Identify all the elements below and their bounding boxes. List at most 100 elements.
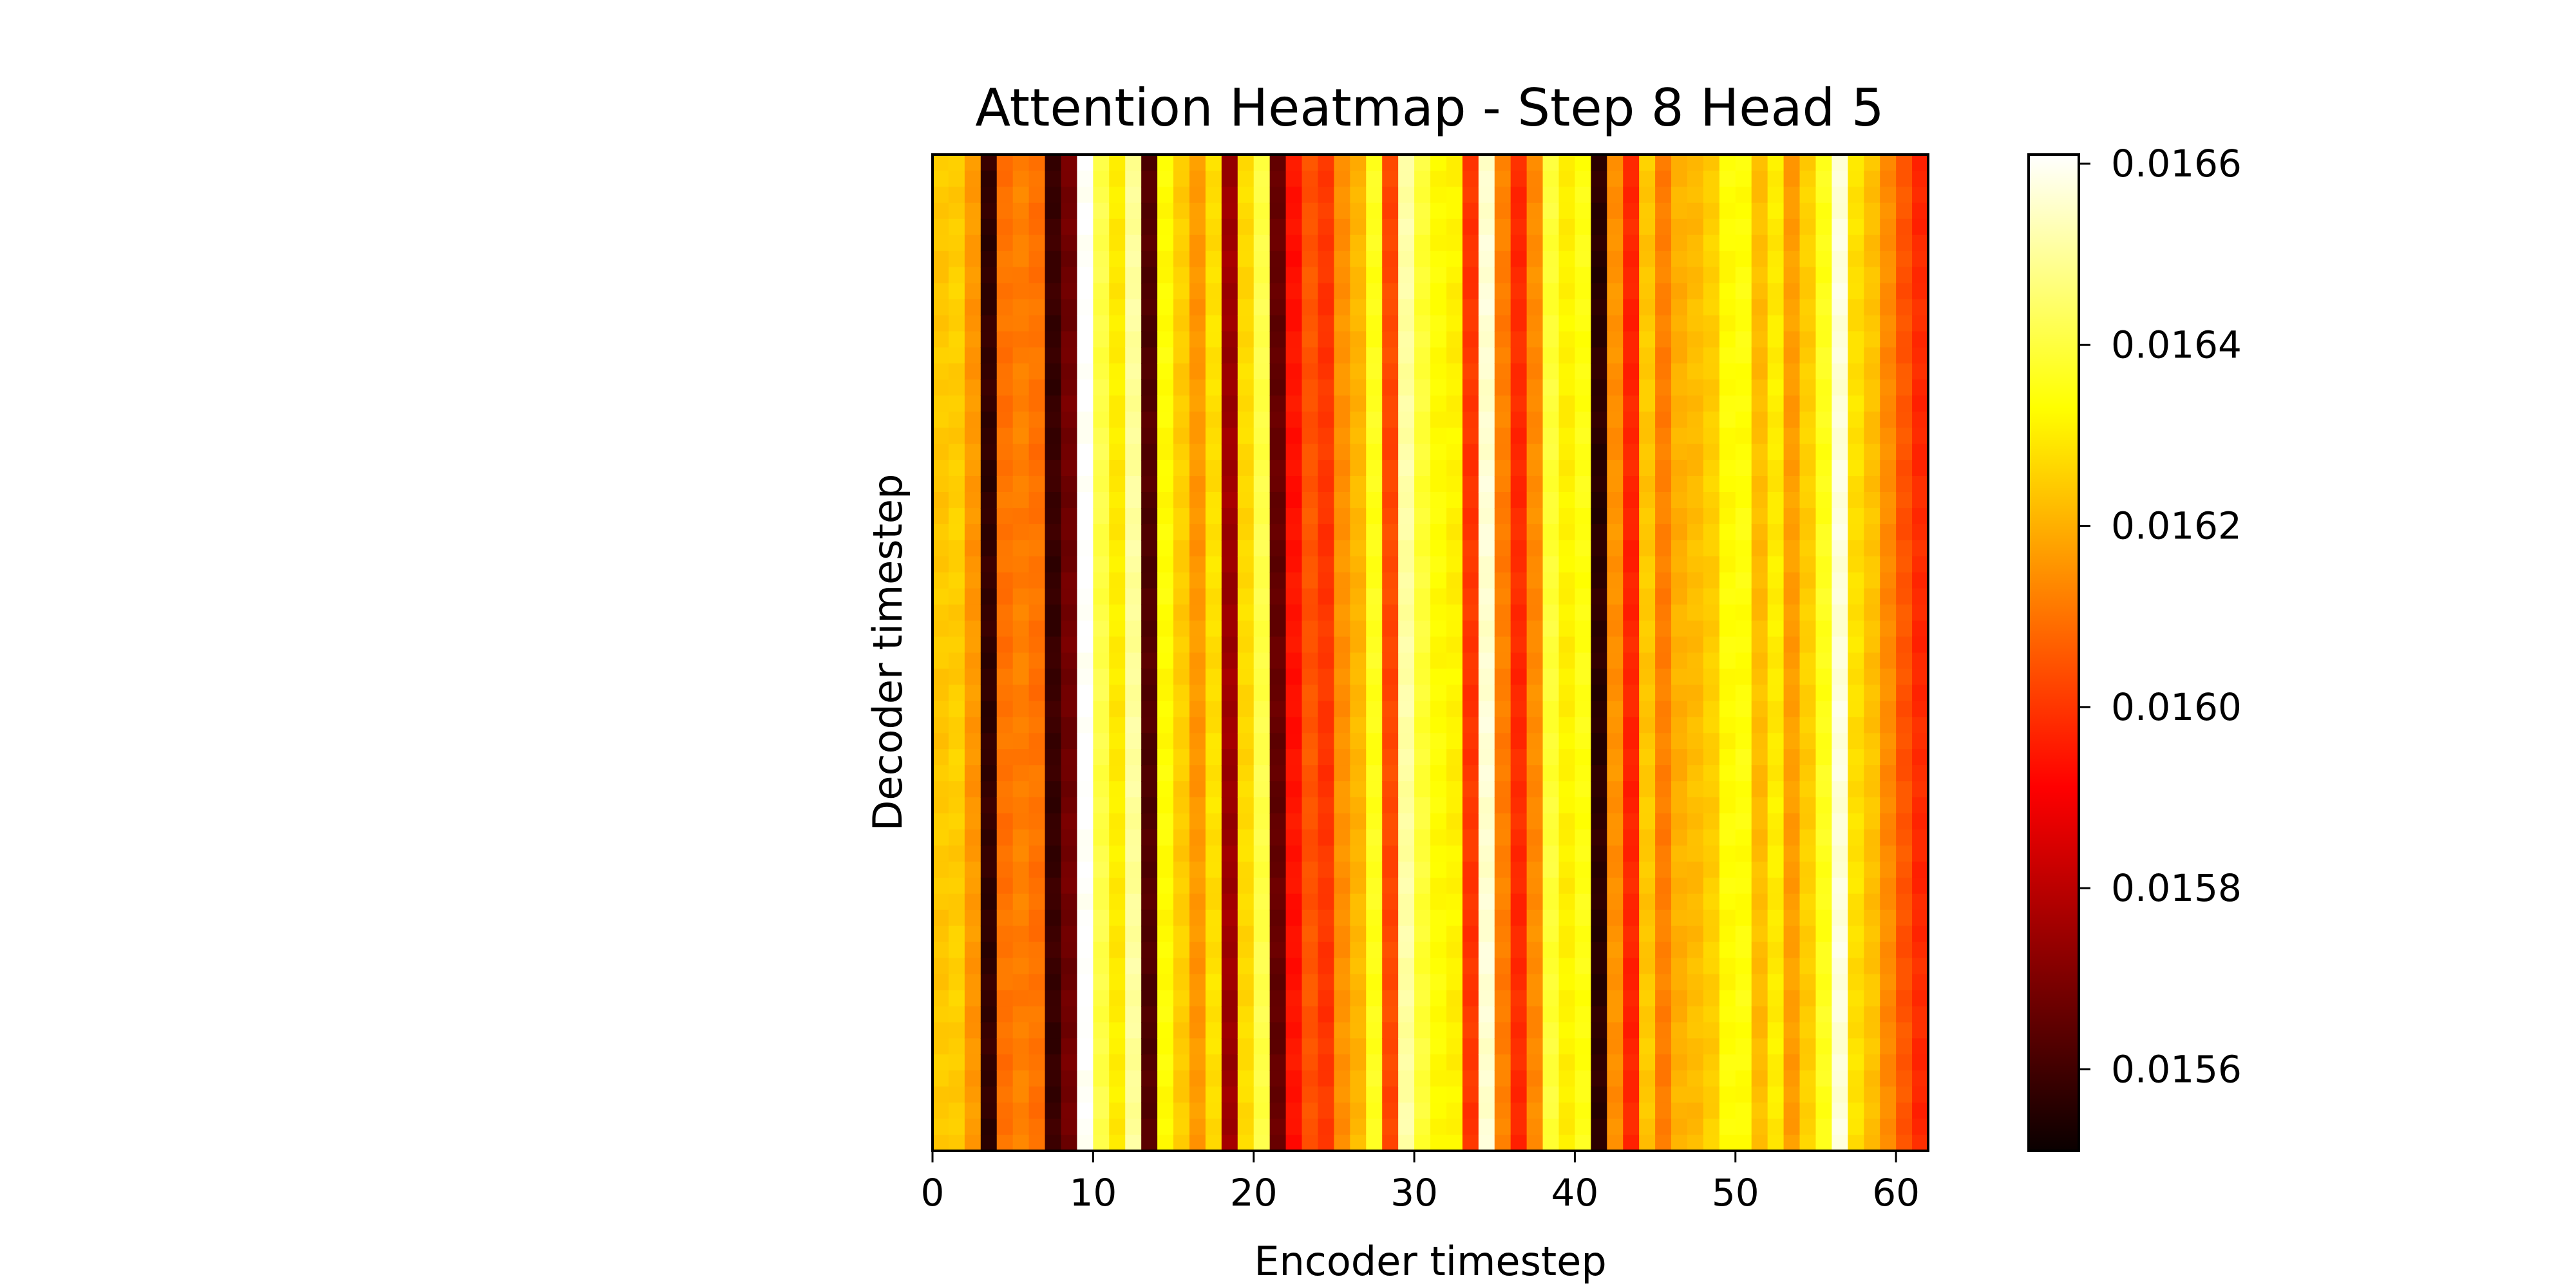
heatmap-cell (1639, 861, 1656, 878)
heatmap-cell (1767, 749, 1785, 766)
heatmap-cell (964, 202, 981, 220)
heatmap-cell (1687, 733, 1704, 750)
heatmap-cell (1350, 749, 1367, 766)
heatmap-cell (1414, 283, 1431, 300)
heatmap-cell (1478, 491, 1495, 509)
heatmap-cell (1478, 1119, 1495, 1135)
heatmap-cell (1446, 797, 1463, 814)
heatmap-cell (1382, 861, 1399, 878)
heatmap-cell (1462, 395, 1479, 412)
heatmap-cell (1655, 701, 1672, 717)
heatmap-cell (1285, 507, 1303, 525)
heatmap-cell (1607, 668, 1624, 685)
heatmap-cell (1751, 1070, 1768, 1087)
heatmap-cell (1591, 845, 1607, 862)
heatmap-cell (1430, 507, 1447, 525)
heatmap-cell (1221, 186, 1238, 204)
heatmap-cell (1575, 218, 1591, 236)
heatmap-cell (1510, 877, 1528, 895)
heatmap-cell (1767, 958, 1785, 975)
heatmap-cell (1061, 186, 1078, 204)
heatmap-cell (1655, 556, 1672, 573)
heatmap-cell (1061, 765, 1078, 782)
heatmap-cell (1253, 652, 1271, 670)
heatmap-cell (996, 604, 1014, 621)
heatmap-cell (1639, 1070, 1656, 1087)
heatmap-cell (1125, 379, 1142, 396)
heatmap-cell (1575, 202, 1591, 220)
heatmap-cell (1173, 1054, 1190, 1071)
heatmap-cell (1558, 829, 1576, 846)
heatmap-cell (933, 428, 949, 444)
heatmap-cell (1751, 507, 1768, 525)
heatmap-cell (1237, 974, 1255, 991)
heatmap-cell (1446, 861, 1463, 878)
heatmap-cell (1815, 717, 1832, 734)
heatmap-cell (1366, 347, 1383, 364)
heatmap-cell (1880, 829, 1897, 846)
heatmap-cell (1221, 588, 1238, 605)
heatmap-cell (1302, 925, 1319, 943)
heatmap-cell (1478, 604, 1495, 621)
heatmap-cell (1478, 299, 1495, 316)
heatmap-cell (1687, 283, 1704, 300)
heatmap-cell (1671, 877, 1688, 895)
heatmap-cell (996, 412, 1014, 428)
heatmap-cell (1077, 845, 1094, 862)
heatmap-cell (1478, 444, 1495, 460)
heatmap-cell (1912, 556, 1929, 573)
heatmap-cell (1302, 540, 1319, 557)
heatmap-cell (1880, 942, 1897, 959)
heatmap-cell (1494, 379, 1511, 396)
heatmap-cell (1061, 572, 1078, 589)
heatmap-cell (1591, 685, 1607, 701)
heatmap-cell (1269, 331, 1287, 348)
heatmap-cell (1832, 1006, 1848, 1023)
heatmap-cell (948, 845, 965, 862)
heatmap-cell (1703, 685, 1720, 701)
heatmap-cell (1542, 797, 1560, 814)
heatmap-cell (1430, 267, 1447, 284)
heatmap-cell (1028, 507, 1046, 525)
heatmap-cell (964, 958, 981, 975)
heatmap-cell (1462, 717, 1479, 734)
heatmap-cell (1173, 877, 1190, 895)
heatmap-cell (1478, 476, 1495, 493)
heatmap-cell (1012, 1086, 1030, 1103)
heatmap-cell (1237, 299, 1255, 316)
heatmap-cell (1414, 267, 1431, 284)
heatmap-cell (1655, 1086, 1672, 1103)
heatmap-cell (1125, 701, 1142, 717)
heatmap-cell (1318, 845, 1334, 862)
heatmap-cell (1045, 556, 1062, 573)
heatmap-cell (1414, 251, 1431, 268)
heatmap-cell (1269, 155, 1287, 171)
heatmap-cell (1703, 186, 1720, 204)
heatmap-cell (1366, 604, 1383, 621)
heatmap-cell (1558, 267, 1576, 284)
heatmap-cell (1896, 604, 1913, 621)
heatmap-cell (1366, 717, 1383, 734)
heatmap-cell (1880, 379, 1897, 396)
heatmap-cell (1382, 379, 1399, 396)
heatmap-cell (1687, 893, 1704, 911)
heatmap-cell (1864, 620, 1880, 638)
heatmap-cell (1061, 460, 1078, 477)
heatmap-cell (1880, 1006, 1897, 1023)
heatmap-cell (1558, 925, 1576, 943)
heatmap-cell (980, 218, 998, 236)
heatmap-cell (1591, 186, 1607, 204)
heatmap-cell (1334, 412, 1350, 428)
heatmap-cell (1510, 974, 1528, 991)
heatmap-cell (1012, 524, 1030, 541)
heatmap-cell (1269, 733, 1287, 750)
x-axis-ticks: 0 10 20 30 40 50 60 (921, 1151, 1920, 1215)
heatmap-cell (1302, 444, 1319, 460)
heatmap-cell (1751, 652, 1768, 670)
heatmap-cell (1591, 218, 1607, 236)
heatmap-cell (1815, 1135, 1832, 1151)
heatmap-cell (1077, 572, 1094, 589)
heatmap-cell (1221, 267, 1238, 284)
heatmap-cell (1414, 781, 1431, 798)
heatmap-cell (1462, 797, 1479, 814)
